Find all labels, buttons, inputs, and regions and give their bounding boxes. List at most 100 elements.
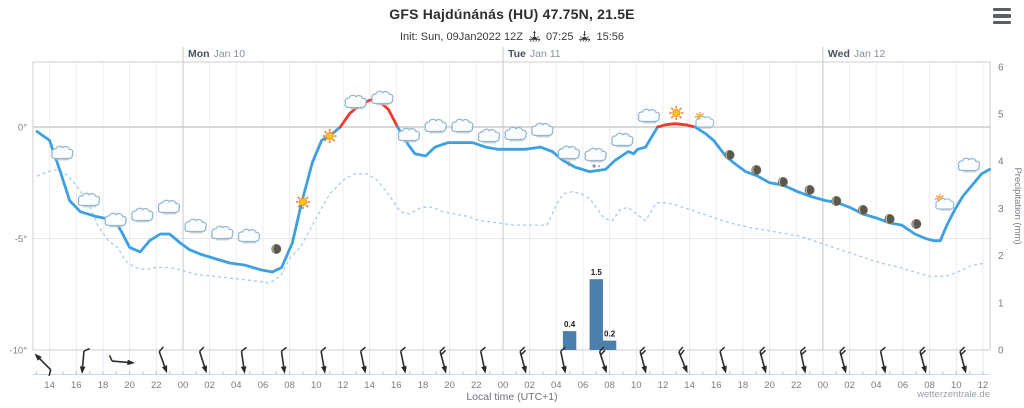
svg-text:08: 08 [284, 380, 295, 391]
cloud-icon [957, 157, 981, 173]
cloud-icon [157, 199, 181, 215]
wind-barb [158, 346, 168, 374]
svg-text:20: 20 [444, 380, 455, 391]
wind-barb [479, 346, 487, 374]
svg-text:22: 22 [151, 380, 162, 391]
svg-text:08: 08 [604, 380, 615, 391]
svg-text:Precipitation (mm): Precipitation (mm) [1012, 167, 1023, 244]
svg-text:18: 18 [418, 380, 429, 391]
day-labels: Mon Jan 10 Tue Jan 11 Wed Jan 12 [182, 47, 886, 350]
wind-barb [919, 346, 927, 374]
temp-axis-labels: 0° -5° -10° [9, 123, 27, 357]
sunset-time: 15:56 [596, 30, 624, 43]
wind-barb [34, 353, 52, 377]
menu-icon[interactable] [993, 8, 1011, 24]
svg-text:10: 10 [951, 380, 962, 391]
suncloud-icon [694, 111, 715, 129]
svg-text:0.4: 0.4 [564, 320, 576, 329]
cloud-icon [131, 207, 154, 223]
svg-text:00: 00 [178, 380, 189, 391]
moon-icon [804, 185, 815, 195]
svg-text:-5°: -5° [15, 234, 27, 245]
svg-text:20: 20 [124, 380, 135, 391]
wind-barb [678, 346, 688, 374]
sunset-icon [579, 31, 591, 42]
svg-text:0: 0 [998, 346, 1004, 357]
cloud-icon [371, 90, 394, 106]
svg-text:16: 16 [711, 380, 722, 391]
svg-text:04: 04 [871, 380, 882, 391]
wind-barb [108, 355, 135, 366]
svg-text:04: 04 [551, 380, 562, 391]
moon-icon [884, 214, 895, 224]
suncloud-icon [934, 193, 955, 211]
sun-icon [296, 195, 310, 209]
cloud-icon [611, 132, 634, 148]
svg-text:1: 1 [998, 298, 1004, 309]
wind-barb [559, 346, 567, 374]
svg-text:22: 22 [471, 380, 482, 391]
wind-barb [959, 346, 967, 374]
svg-text:-10°: -10° [9, 346, 27, 357]
sunrise-icon [528, 30, 541, 42]
sun-icon [669, 106, 684, 120]
svg-text:10: 10 [311, 380, 322, 391]
wind-barb [759, 346, 767, 374]
xaxis-title: Local time (UTC+1) [466, 391, 558, 403]
wind-barb [799, 346, 807, 374]
wind-barb [320, 346, 327, 374]
sun-icon [322, 129, 337, 143]
wind-barbs [34, 346, 967, 377]
svg-text:16: 16 [391, 380, 402, 391]
svg-text:3: 3 [998, 204, 1004, 215]
svg-text:04: 04 [231, 380, 242, 391]
wind-barb [439, 346, 447, 374]
moon-icon [271, 244, 282, 254]
wind-barb [598, 346, 608, 374]
svg-text:12: 12 [658, 380, 669, 391]
svg-text:14: 14 [684, 380, 695, 391]
svg-text:6: 6 [998, 62, 1004, 73]
moon-icon [724, 150, 735, 160]
svg-text:4: 4 [998, 157, 1004, 168]
svg-text:12: 12 [978, 380, 989, 391]
svg-text:06: 06 [258, 380, 269, 391]
svg-text:5: 5 [998, 110, 1004, 121]
cloud-icon [397, 127, 421, 143]
svg-text:06: 06 [898, 380, 909, 391]
dewpoint-line [36, 168, 986, 284]
wind-barb [359, 346, 367, 374]
sunrise-time: 07:25 [545, 30, 574, 43]
cloud-icon [237, 228, 261, 244]
moon-icon [911, 219, 922, 229]
cloud-icon [637, 108, 661, 124]
svg-text:00: 00 [498, 380, 509, 391]
svg-text:12: 12 [338, 380, 349, 391]
svg-text:18: 18 [738, 380, 749, 391]
wind-barb [399, 346, 407, 374]
svg-text:0.2: 0.2 [604, 330, 616, 339]
moon-icon [831, 196, 842, 206]
svg-text:02: 02 [204, 380, 215, 391]
cloud-icon [504, 126, 527, 142]
cloud-icon [77, 192, 101, 208]
sleet-icon [584, 147, 607, 168]
wind-barb [719, 346, 727, 374]
svg-text:10: 10 [631, 380, 642, 391]
cloud-icon [344, 94, 367, 110]
moon-icon [777, 177, 788, 187]
svg-text:0°: 0° [18, 123, 27, 134]
cloud-icon [451, 118, 474, 134]
moon-icon [857, 205, 868, 215]
wind-barb [79, 347, 90, 374]
x-axis-labels: 14 16 18 20 22 00 02 04 06 08 10 12 14 16 18 20 22 00 02 04… [44, 380, 988, 391]
cloud-icon [51, 145, 74, 161]
cloud-icon [531, 122, 554, 138]
svg-text:00: 00 [818, 380, 829, 391]
precip-bars: 0.4 1.5 0.2 [562, 268, 617, 350]
